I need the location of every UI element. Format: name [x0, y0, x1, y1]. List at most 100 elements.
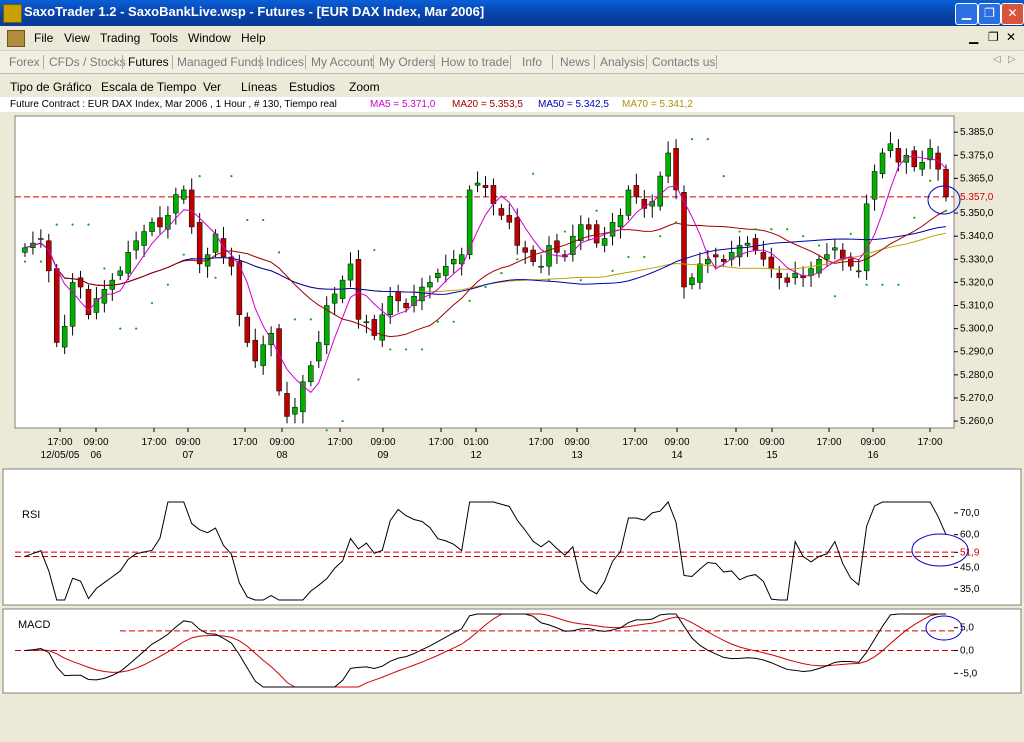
- mdi-close-icon[interactable]: ✕: [1006, 30, 1017, 44]
- tab-analysis[interactable]: Analysis: [600, 55, 645, 69]
- rsi-tick-label: 35,0: [960, 584, 980, 595]
- menu-view[interactable]: View: [64, 31, 90, 45]
- candle: [601, 238, 608, 246]
- tab-futures[interactable]: Futures: [128, 55, 169, 69]
- candle: [157, 217, 163, 228]
- candle: [443, 265, 449, 276]
- psar-dot: [611, 269, 614, 272]
- chart-menu-type[interactable]: Tipo de Gráfico: [10, 80, 92, 94]
- candle: [887, 143, 894, 151]
- psar-dot: [404, 348, 408, 351]
- x-tick-date: 12: [470, 450, 482, 461]
- x-tick-time: 17:00: [47, 437, 72, 448]
- chart-area[interactable]: 5.385,0 5.375,0 5.365,0 5.350,0 5.340,0 5.330…: [0, 112, 1024, 742]
- psar-dot: [738, 230, 741, 233]
- ma20-line: [24, 210, 947, 338]
- candle: [705, 259, 711, 265]
- app-logo-icon: [3, 4, 22, 23]
- restore-button[interactable]: ❐: [978, 3, 1001, 25]
- x-tick-time: 09:00: [664, 437, 689, 448]
- candle: [323, 305, 330, 346]
- menu-tools[interactable]: Tools: [150, 31, 179, 45]
- psar-dot: [865, 283, 868, 286]
- last-price-label: 5.357,0: [960, 192, 994, 203]
- x-tick-time: 09:00: [83, 437, 108, 448]
- psar-dot: [166, 283, 169, 286]
- chart-info-bar: Future Contract : EUR DAX Index, Mar 200…: [0, 97, 1024, 112]
- x-tick-time: 17:00: [327, 437, 352, 448]
- rsi-label: RSI: [22, 509, 40, 521]
- y-tick-label: 5.280,0: [960, 370, 994, 381]
- candle: [141, 231, 147, 246]
- candle: [435, 272, 441, 279]
- menu-help[interactable]: Help: [241, 31, 266, 45]
- y-tick-label: 5.270,0: [960, 393, 994, 404]
- highlight-ellipse: [927, 185, 961, 215]
- y-tick-label: 5.300,0: [960, 324, 994, 335]
- psar-dot: [484, 285, 487, 289]
- mdi-restore-icon[interactable]: ❐: [988, 30, 999, 44]
- candle: [117, 270, 124, 276]
- psar-dot: [373, 248, 376, 252]
- chart-menu-timescale[interactable]: Escala de Tiempo: [101, 80, 197, 94]
- candle: [538, 265, 544, 268]
- candle: [752, 238, 759, 251]
- candle: [506, 215, 513, 223]
- psar-dot: [293, 318, 297, 321]
- close-button[interactable]: ✕: [1001, 3, 1024, 25]
- psar-dot: [595, 209, 598, 212]
- x-tick-date: 06: [90, 450, 102, 461]
- tab-contacts-us[interactable]: Contacts us: [652, 55, 716, 69]
- candle: [736, 245, 743, 258]
- candle: [347, 263, 354, 281]
- candle: [808, 268, 814, 276]
- psar-dot: [23, 260, 27, 263]
- psar-dot: [849, 232, 852, 235]
- x-tick-time: 01:00: [463, 437, 488, 448]
- rsi-tick-label: 60,0: [960, 530, 980, 541]
- menu-trading[interactable]: Trading: [100, 31, 141, 45]
- macd-line: [24, 613, 947, 688]
- tab-how-to-trade[interactable]: How to trade: [441, 55, 510, 69]
- candle: [824, 254, 830, 260]
- psar-dot: [897, 283, 900, 286]
- tab-forex[interactable]: Forex: [9, 55, 40, 69]
- mdi-minimize-icon[interactable]: ▁: [969, 30, 979, 44]
- x-tick-date: 13: [571, 450, 583, 461]
- tab-news[interactable]: News: [560, 55, 591, 69]
- menu-window[interactable]: Window: [188, 31, 231, 45]
- candle: [895, 148, 902, 163]
- candle: [871, 171, 878, 200]
- psar-dot: [913, 216, 916, 219]
- candle: [768, 256, 775, 269]
- tab-my-account[interactable]: My Account: [311, 55, 374, 69]
- y-tick-label: 5.365,0: [960, 173, 994, 184]
- candle: [188, 189, 195, 228]
- psar-dot: [802, 235, 805, 238]
- tab-scroll-left-icon[interactable]: ◁: [993, 54, 1001, 65]
- minimize-button[interactable]: ▁: [955, 3, 978, 25]
- tab-my-orders[interactable]: My Orders: [379, 55, 436, 69]
- x-tick-time: 17:00: [723, 437, 748, 448]
- chart-menu-view[interactable]: Ver: [203, 80, 222, 94]
- tab-scroll-right-icon[interactable]: ▷: [1008, 54, 1016, 65]
- chart-menu-zoom[interactable]: Zoom: [349, 80, 380, 94]
- macd-tick-label: -5,0: [960, 668, 978, 679]
- tab-managed-funds[interactable]: Managed Funds: [177, 55, 264, 69]
- tab-cfds-stocks[interactable]: CFDs / Stocks: [49, 55, 126, 69]
- x-tick-time: 17:00: [917, 437, 942, 448]
- chart-menu-studies[interactable]: Estudios: [289, 80, 336, 94]
- macd-highlight-ellipse: [925, 615, 963, 641]
- document-icon[interactable]: [7, 30, 25, 47]
- tab-info[interactable]: Info: [522, 55, 543, 69]
- chart-menu-lines[interactable]: Líneas: [241, 80, 278, 94]
- psar-dot: [547, 278, 551, 282]
- rsi-tick-label: 45,0: [960, 562, 980, 573]
- psar-dot: [87, 223, 90, 226]
- candle: [331, 293, 338, 304]
- psar-dot: [325, 429, 328, 432]
- menu-file[interactable]: File: [34, 31, 54, 45]
- macd-label: MACD: [18, 619, 50, 631]
- tab-indices[interactable]: Indices: [266, 55, 305, 69]
- candle: [165, 215, 171, 230]
